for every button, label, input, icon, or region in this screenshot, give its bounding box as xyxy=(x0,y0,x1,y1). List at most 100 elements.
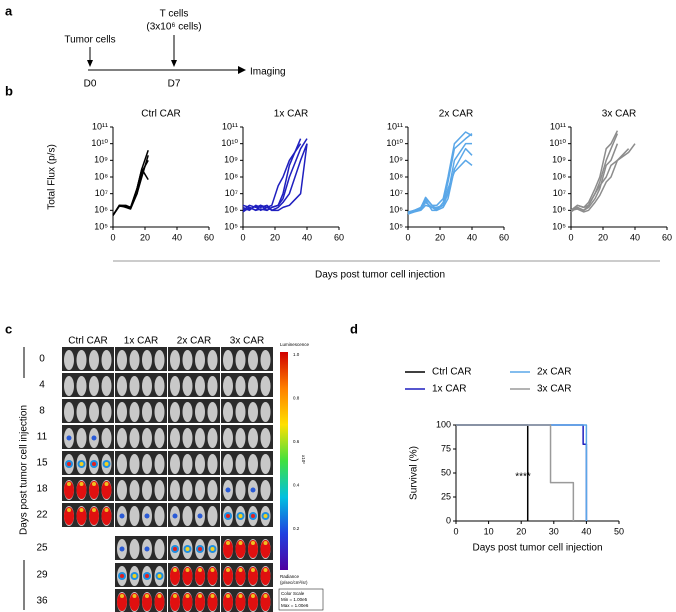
row-label: 4 xyxy=(39,380,45,391)
signal xyxy=(260,540,271,558)
mouse xyxy=(260,350,271,370)
panel-label: d xyxy=(350,321,358,336)
mouse xyxy=(207,454,218,474)
signal xyxy=(225,487,231,493)
event-label: Tumor cells xyxy=(64,35,115,46)
x-tick-label: 40 xyxy=(172,232,182,242)
x-tick-label: 30 xyxy=(549,526,559,536)
signal xyxy=(173,568,177,572)
colorbar-tick: 0.4 xyxy=(293,483,300,488)
mouse xyxy=(195,402,205,422)
signal xyxy=(101,507,112,525)
event-day: D7 xyxy=(168,79,181,90)
mouse xyxy=(170,480,180,500)
mouse xyxy=(195,454,205,474)
x-tick-label: 20 xyxy=(270,232,280,242)
mouse xyxy=(223,454,233,474)
signal xyxy=(67,508,71,512)
signal xyxy=(157,574,162,578)
mouse xyxy=(223,402,233,422)
signal xyxy=(248,567,258,585)
signal xyxy=(104,482,109,486)
signal xyxy=(101,481,112,499)
signal xyxy=(79,462,84,466)
mouse xyxy=(142,480,152,500)
signal xyxy=(223,567,233,585)
y-tick-label: 10¹¹ xyxy=(222,121,238,131)
signal xyxy=(235,540,246,558)
mouse xyxy=(101,350,112,370)
mouse xyxy=(142,428,152,448)
mouse xyxy=(182,350,193,370)
annotation: **** xyxy=(515,472,531,483)
mouse xyxy=(207,376,218,396)
signal xyxy=(251,541,255,545)
mouse xyxy=(207,350,218,370)
signal xyxy=(142,593,152,611)
signal xyxy=(92,482,96,486)
signal xyxy=(67,482,71,486)
series-line xyxy=(242,143,308,212)
y-tick-label: 10¹¹ xyxy=(550,121,566,131)
timeline-end: Imaging xyxy=(250,67,286,78)
series-line xyxy=(242,143,308,212)
x-tick-label: 40 xyxy=(467,232,477,242)
mouse xyxy=(129,350,140,370)
signal xyxy=(198,568,202,572)
y-tick-label: 10¹⁰ xyxy=(221,138,238,148)
signal xyxy=(117,593,127,611)
mouse xyxy=(248,454,258,474)
series-line xyxy=(570,143,619,213)
y-tick-label: 10⁸ xyxy=(224,171,238,181)
signal xyxy=(251,568,255,572)
signal xyxy=(250,487,256,493)
mouse xyxy=(117,428,127,448)
x-tick-label: 0 xyxy=(453,526,458,536)
mouse xyxy=(117,376,127,396)
mouse xyxy=(154,539,165,559)
x-tick-label: 20 xyxy=(140,232,150,242)
series-line xyxy=(242,138,302,212)
signal xyxy=(226,568,230,572)
x-tick-label: 40 xyxy=(302,232,312,242)
signal xyxy=(238,541,243,545)
mouse xyxy=(76,428,87,448)
y-tick-label: 25 xyxy=(441,491,451,501)
signal xyxy=(104,508,109,512)
mouse xyxy=(182,402,193,422)
row-label: 36 xyxy=(36,596,48,607)
signal xyxy=(173,547,177,551)
scale-text: Min = 1.00e5 xyxy=(281,597,308,602)
mouse xyxy=(195,350,205,370)
panel-label: b xyxy=(5,83,13,98)
mouse xyxy=(248,350,258,370)
mouse xyxy=(195,428,205,448)
mouse xyxy=(170,402,180,422)
y-tick-label: 10⁵ xyxy=(224,221,238,231)
signal xyxy=(76,507,87,525)
signal xyxy=(248,593,258,611)
mouse xyxy=(64,376,74,396)
signal xyxy=(170,567,180,585)
mouse xyxy=(170,454,180,474)
signal xyxy=(104,462,109,466)
legend-label: Ctrl CAR xyxy=(432,367,471,378)
signal xyxy=(182,593,193,611)
y-tick-label: 10⁶ xyxy=(389,205,403,215)
radiance-label: Radiance xyxy=(280,574,300,579)
x-tick-label: 0 xyxy=(110,232,115,242)
mouse xyxy=(170,350,180,370)
y-tick-label: 10⁷ xyxy=(225,188,238,198)
mouse xyxy=(223,376,233,396)
y-tick-label: 10¹⁰ xyxy=(549,138,566,148)
signal xyxy=(132,594,137,598)
mouse xyxy=(207,428,218,448)
signal xyxy=(251,594,255,598)
signal xyxy=(263,541,268,545)
row-label: 18 xyxy=(36,484,48,495)
mouse xyxy=(154,350,165,370)
legend-label: 2x CAR xyxy=(537,367,571,378)
mouse xyxy=(101,402,112,422)
y-tick-label: 75 xyxy=(441,443,451,453)
signal xyxy=(144,546,150,552)
